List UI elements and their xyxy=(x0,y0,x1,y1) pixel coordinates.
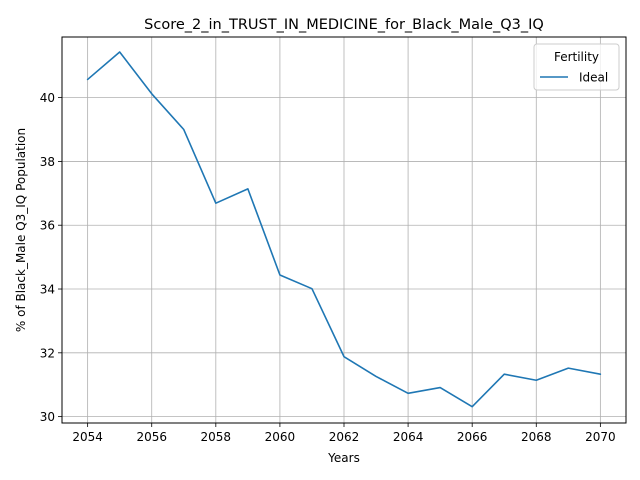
series-layer xyxy=(86,51,602,408)
x-tick-label: 2066 xyxy=(457,430,488,444)
y-tick-label: 30 xyxy=(40,410,55,424)
x-tick-label: 2054 xyxy=(72,430,103,444)
x-tick-label: 2062 xyxy=(329,430,360,444)
y-tick-label: 32 xyxy=(40,346,55,360)
x-tick-label: 2058 xyxy=(201,430,232,444)
series-line-ideal xyxy=(86,51,602,408)
x-axis: 2054 2056 2058 2060 2062 2064 2066 2068 2070 xyxy=(72,423,616,444)
legend-box xyxy=(533,43,620,91)
x-tick-label: 2070 xyxy=(585,430,616,444)
x-tick-label: 2064 xyxy=(393,430,424,444)
y-axis: 30 32 34 36 38 40 xyxy=(40,91,62,424)
y-tick-label: 36 xyxy=(40,219,55,233)
y-tick-label: 34 xyxy=(40,283,55,297)
y-tick-label: 40 xyxy=(40,91,55,105)
legend-title: Fertility xyxy=(554,50,599,64)
x-tick-label: 2068 xyxy=(521,430,552,444)
legend: Fertility Ideal xyxy=(533,43,620,91)
legend-entry-ideal: Ideal xyxy=(579,71,608,85)
y-tick-label: 38 xyxy=(40,155,55,169)
x-axis-label: Years xyxy=(327,451,360,465)
x-tick-label: 2060 xyxy=(265,430,296,444)
chart-title: Score_2_in_TRUST_IN_MEDICINE_for_Black_M… xyxy=(144,17,544,33)
x-tick-label: 2056 xyxy=(136,430,167,444)
grid-lines xyxy=(62,37,626,423)
y-axis-label: % of Black_Male Q3_IQ Population xyxy=(14,128,28,332)
